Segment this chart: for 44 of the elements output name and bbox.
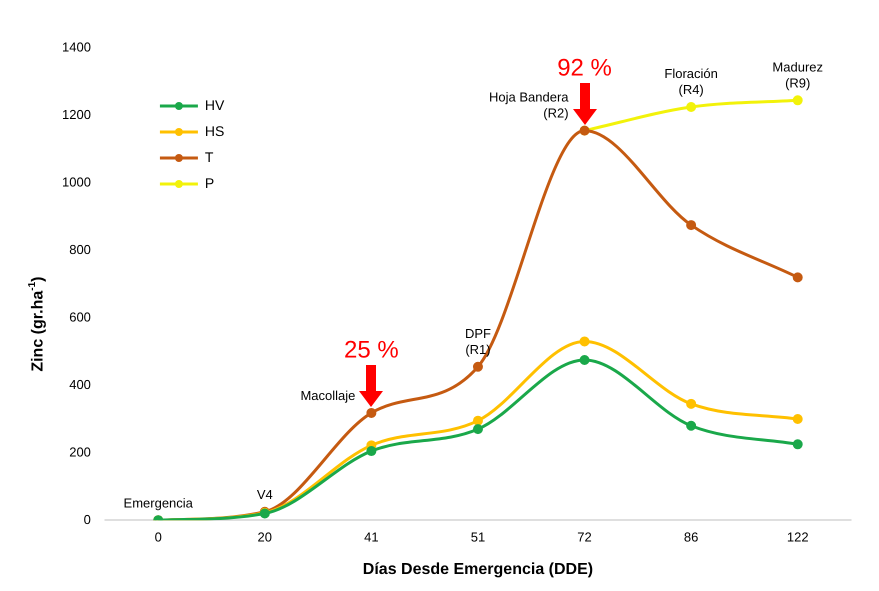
point bbox=[472, 424, 483, 434]
y-tick-label: 600 bbox=[69, 309, 91, 324]
x-tick-label: 51 bbox=[470, 530, 486, 545]
annotation: 92 % bbox=[557, 54, 612, 82]
point bbox=[792, 414, 803, 424]
point bbox=[366, 408, 376, 418]
legend-label: T bbox=[204, 148, 214, 165]
annotation: Floración (R4) bbox=[664, 66, 718, 98]
x-tick-label: 20 bbox=[258, 530, 272, 545]
y-tick-label: 1000 bbox=[62, 174, 91, 190]
point bbox=[686, 220, 696, 230]
x-axis-title: Días Desde Emergencia (DDE) bbox=[362, 560, 594, 578]
point bbox=[580, 354, 590, 365]
x-tick-label: 72 bbox=[577, 530, 592, 545]
y-tick-label: 800 bbox=[69, 242, 91, 257]
annotation: V4 bbox=[256, 486, 273, 502]
point bbox=[366, 446, 376, 456]
legend-label: HV bbox=[204, 96, 226, 113]
point bbox=[580, 336, 590, 346]
y-axis-title: Zinc (gr.ha-1) bbox=[26, 276, 46, 372]
annotation: 25 % bbox=[344, 336, 399, 364]
annotation: Hoja Bandera (R2) bbox=[489, 90, 570, 121]
x-tick-label: 41 bbox=[364, 530, 379, 545]
y-tick-label: 200 bbox=[69, 444, 91, 460]
point bbox=[792, 439, 803, 450]
x-tick-label: 122 bbox=[786, 530, 809, 545]
point bbox=[686, 398, 696, 409]
point bbox=[792, 95, 803, 106]
y-tick-label: 1200 bbox=[62, 107, 91, 122]
x-tick-label: 86 bbox=[684, 530, 698, 545]
legend-label: HS bbox=[204, 122, 224, 139]
annotation: Emergencia bbox=[124, 495, 194, 510]
y-tick-label: 0 bbox=[84, 512, 91, 527]
point bbox=[686, 420, 696, 431]
annotation: Madurez (R9) bbox=[772, 59, 823, 90]
point bbox=[792, 272, 803, 282]
y-tick-label: 1400 bbox=[62, 40, 91, 55]
annotation: Macollaje bbox=[300, 388, 356, 404]
point bbox=[472, 362, 483, 372]
point bbox=[472, 416, 483, 426]
legend-label: P bbox=[204, 174, 214, 191]
y-tick-label: 400 bbox=[69, 376, 91, 392]
x-tick-label: 0 bbox=[154, 530, 162, 545]
point bbox=[686, 102, 696, 112]
